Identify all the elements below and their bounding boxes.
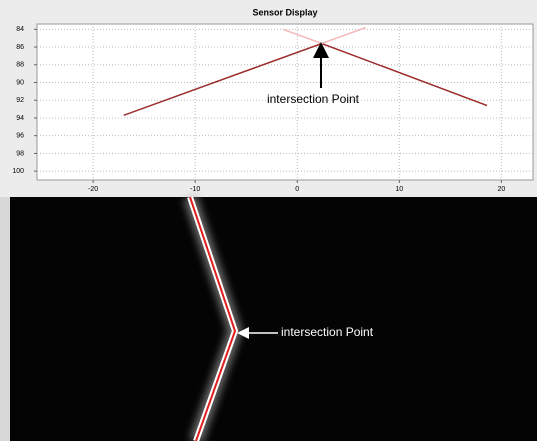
x-tick-label: 20: [497, 186, 505, 193]
x-tick-label: 0: [295, 186, 299, 193]
screen: Sensor Display 8486889092949698100-20-10…: [0, 0, 537, 441]
sensor-image: [10, 197, 537, 441]
x-tick-label: -10: [190, 186, 200, 193]
chart-title: Sensor Display: [252, 7, 317, 17]
y-tick-label: 86: [16, 44, 24, 51]
x-tick-label: 10: [395, 186, 403, 193]
y-tick-label: 100: [12, 168, 24, 175]
x-tick-label: -20: [88, 186, 98, 193]
y-tick-label: 98: [16, 150, 24, 157]
y-tick-label: 96: [16, 133, 24, 140]
annotation: intersection Point: [267, 92, 360, 106]
y-tick-label: 92: [16, 97, 24, 104]
y-tick-label: 88: [16, 62, 24, 69]
image-annotation: intersection Point: [281, 325, 374, 339]
y-tick-label: 90: [16, 79, 24, 86]
y-tick-label: 94: [16, 115, 24, 122]
y-tick-label: 84: [16, 26, 24, 33]
